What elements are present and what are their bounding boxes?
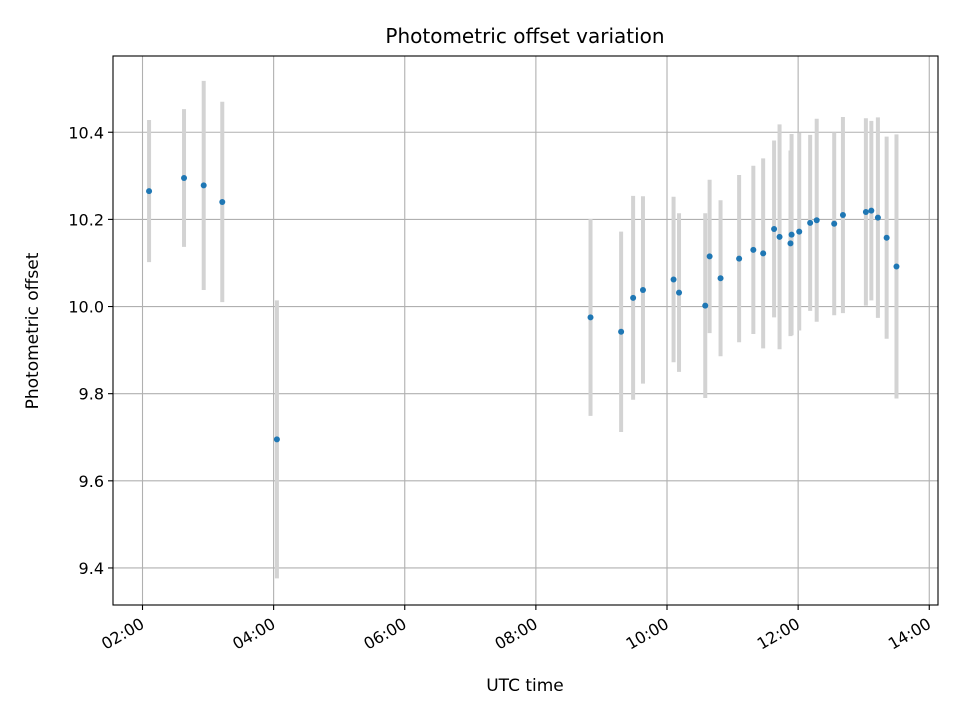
data-point bbox=[146, 188, 153, 195]
data-point bbox=[796, 228, 803, 235]
data-point bbox=[702, 302, 709, 309]
data-point bbox=[771, 225, 778, 232]
data-point bbox=[630, 294, 637, 301]
data-point bbox=[760, 250, 767, 257]
data-point bbox=[273, 436, 280, 443]
y-tick-label: 9.8 bbox=[79, 385, 104, 404]
y-tick-label: 10.2 bbox=[68, 210, 104, 229]
data-point bbox=[813, 217, 820, 224]
data-point bbox=[717, 275, 724, 282]
data-point bbox=[807, 219, 814, 226]
data-point bbox=[776, 233, 783, 240]
data-point bbox=[893, 263, 900, 270]
data-point bbox=[200, 182, 207, 189]
data-point bbox=[883, 234, 890, 241]
y-axis-label: Photometric offset bbox=[23, 252, 43, 409]
y-tick-label: 10.0 bbox=[68, 298, 104, 317]
data-point bbox=[706, 253, 713, 260]
y-tick-label: 9.6 bbox=[79, 472, 104, 491]
data-point bbox=[862, 208, 869, 215]
data-point bbox=[787, 240, 794, 247]
y-tick-label: 10.4 bbox=[68, 123, 104, 142]
data-point bbox=[670, 276, 677, 283]
data-point bbox=[618, 328, 625, 335]
data-point bbox=[219, 198, 226, 205]
y-axis: 9.4 9.6 9.8 10.0 10.2 10.4 bbox=[68, 123, 113, 578]
data-point bbox=[868, 207, 875, 214]
data-point bbox=[750, 246, 757, 253]
data-point bbox=[874, 214, 881, 221]
data-points bbox=[146, 175, 900, 443]
data-point bbox=[676, 289, 683, 296]
data-point bbox=[587, 314, 594, 321]
plot-frame bbox=[112, 55, 939, 606]
data-point bbox=[639, 286, 646, 293]
data-point bbox=[181, 175, 188, 181]
y-tick-label: 9.4 bbox=[79, 559, 104, 578]
chart-title: Photometric offset variation bbox=[385, 24, 664, 48]
x-axis-label: UTC time bbox=[486, 676, 564, 696]
data-point bbox=[839, 212, 846, 219]
data-point bbox=[736, 255, 743, 262]
data-point bbox=[831, 220, 838, 227]
data-point bbox=[788, 231, 795, 238]
